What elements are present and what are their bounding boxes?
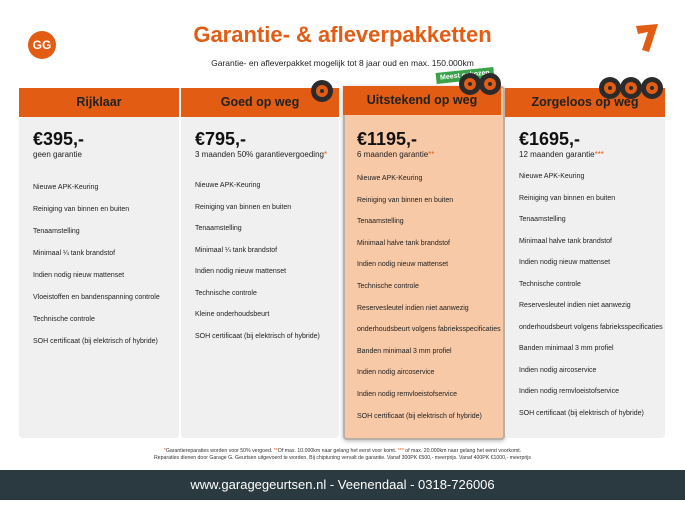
feature: SOH certificaat (bij elektrisch of hybri… bbox=[357, 412, 482, 420]
feature: Indien nodig nieuw mattenset bbox=[33, 272, 125, 279]
package-card bbox=[181, 117, 339, 438]
footnote-text: Garantiereparaties worden voor 50% vergo… bbox=[165, 448, 274, 454]
note-text: 12 maanden garantie bbox=[519, 150, 595, 159]
price: €1695,- bbox=[519, 129, 581, 149]
price: €795,- bbox=[195, 129, 247, 149]
feature: Vloeistoffen en bandenspanning controle bbox=[33, 294, 160, 301]
package-card bbox=[505, 117, 665, 438]
feature: Indien nodig remvloeistofservice bbox=[519, 388, 619, 395]
feature: Reservesleutel indien niet aanwezig bbox=[519, 302, 631, 309]
package-card bbox=[19, 117, 179, 438]
title: Garantie- & afleverpakketten bbox=[193, 22, 492, 47]
price: €395,- bbox=[33, 129, 85, 149]
footnote-line: *Garantiereparaties worden voor 50% verg… bbox=[0, 448, 685, 454]
feature: Minimaal ¼ tank brandstof bbox=[195, 246, 278, 254]
feature: Banden minimaal 3 mm profiel bbox=[357, 347, 452, 355]
note-mark: ** bbox=[428, 150, 435, 159]
feature: Technische controle bbox=[519, 280, 581, 288]
feature: onderhoudsbeurt volgens fabrieksspecific… bbox=[519, 323, 663, 331]
feature: Indien nodig nieuw mattenset bbox=[519, 259, 611, 266]
feature: Tenaamstelling bbox=[357, 218, 404, 226]
footnote-mark: ** bbox=[273, 448, 278, 454]
note-text: 3 maanden 50% garantievergoeding bbox=[195, 150, 324, 159]
tire-icon bbox=[620, 77, 642, 99]
footnote-mark: * bbox=[163, 448, 166, 454]
feature: SOH certificaat (bij elektrisch of hybri… bbox=[519, 409, 644, 417]
feature: Reiniging van binnen en buiten bbox=[357, 196, 454, 204]
footnote-line: Reparaties dienen door Garage G. Geurtse… bbox=[154, 455, 531, 461]
feature: Banden minimaal 3 mm profiel bbox=[519, 345, 614, 352]
feature: Nieuwe APK-Keuring bbox=[33, 184, 99, 191]
feature: Kleine onderhoudsbeurt bbox=[195, 311, 270, 318]
feature: Technische controle bbox=[357, 283, 419, 290]
logo-text: GG bbox=[33, 38, 52, 52]
feature: Reiniging van binnen en buiten bbox=[519, 194, 616, 202]
feature: Technische controle bbox=[33, 316, 95, 323]
tire-icon bbox=[479, 73, 501, 95]
feature: Indien nodig remvloeistofservice bbox=[357, 391, 457, 398]
brand-icon bbox=[636, 24, 658, 52]
package-card bbox=[343, 86, 505, 440]
note-mark: * bbox=[323, 150, 328, 159]
feature: Nieuwe APK-Keuring bbox=[195, 182, 261, 189]
feature: Minimaal ¼ tank brandstof bbox=[33, 250, 116, 257]
footnote-text: of max. 20.000km naar gelang het eerst v… bbox=[403, 448, 522, 454]
price: €1195,- bbox=[357, 129, 418, 149]
package-header: Goed op weg bbox=[181, 88, 339, 117]
feature: Technische controle bbox=[195, 289, 257, 297]
price-note: 12 maanden garantie*** bbox=[519, 150, 604, 159]
note-text: geen garantie bbox=[33, 150, 82, 159]
feature: Minimaal halve tank brandstof bbox=[519, 237, 612, 245]
feature: Minimaal halve tank brandstof bbox=[357, 239, 450, 247]
footer: www.garagegeurtsen.nl - Veenendaal - 031… bbox=[0, 470, 685, 500]
feature: SOH certificaat (bij elektrisch of hybri… bbox=[33, 338, 158, 345]
feature: Indien nodig nieuw mattenset bbox=[357, 261, 449, 269]
logo: GG bbox=[28, 31, 56, 59]
feature: SOH certificaat (bij elektrisch of hybri… bbox=[195, 332, 320, 340]
tire-icon bbox=[641, 77, 663, 99]
feature: onderhoudsbeurt volgens fabrieksspecific… bbox=[357, 326, 501, 334]
feature: Tenaamstelling bbox=[33, 228, 80, 235]
feature: Reiniging van binnen en buiten bbox=[195, 203, 292, 211]
package-header: Rijklaar bbox=[19, 88, 179, 117]
footnote-mark: *** bbox=[397, 448, 404, 454]
feature: Nieuwe APK-Keuring bbox=[519, 173, 585, 180]
feature: Indien nodig aircoservice bbox=[519, 366, 597, 374]
price-note: 3 maanden 50% garantievergoeding* bbox=[195, 150, 327, 159]
price-note: geen garantie bbox=[33, 150, 82, 159]
feature: Indien nodig nieuw mattenset bbox=[195, 268, 287, 275]
subtitle: Garantie- en afleverpakket mogelijk tot … bbox=[211, 58, 474, 68]
note-text: 6 maanden garantie bbox=[357, 150, 429, 159]
feature: Reiniging van binnen en buiten bbox=[33, 206, 130, 213]
tire-icon bbox=[311, 80, 333, 102]
note-mark: *** bbox=[594, 150, 604, 159]
tire-icon bbox=[459, 73, 481, 95]
feature: Tenaamstelling bbox=[195, 225, 242, 232]
feature: Nieuwe APK-Keuring bbox=[357, 175, 423, 182]
price-note: 6 maanden garantie** bbox=[357, 150, 434, 159]
feature: Reservesleutel indien niet aanwezig bbox=[357, 304, 469, 312]
feature: Tenaamstelling bbox=[519, 216, 566, 223]
footnote-text: Of max. 10.000km naar gelang het eerst v… bbox=[277, 448, 398, 454]
feature: Indien nodig aircoservice bbox=[357, 369, 435, 377]
tire-icon bbox=[599, 77, 621, 99]
